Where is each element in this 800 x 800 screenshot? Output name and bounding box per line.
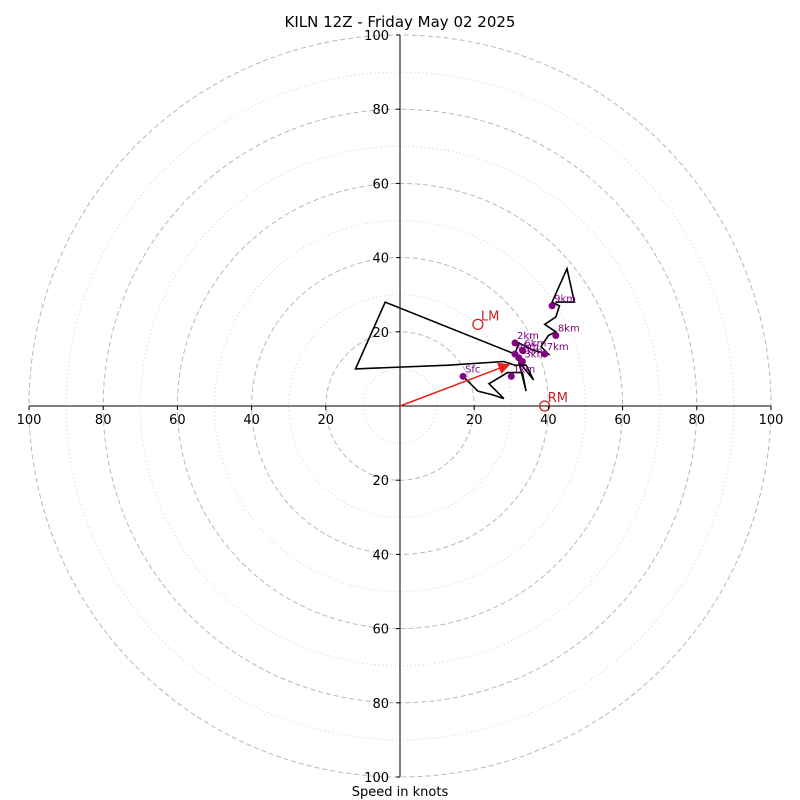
x-tick-label: 20	[318, 413, 335, 428]
x-tick-label: 80	[95, 413, 112, 428]
lm-label: LM	[481, 309, 499, 324]
height-marker	[511, 339, 519, 347]
x-tick-label: 40	[540, 413, 557, 428]
y-tick-label: 60	[372, 623, 389, 638]
height-marker	[507, 372, 515, 380]
x-tick-label: 80	[689, 413, 706, 428]
height-label: 2km	[517, 331, 539, 342]
height-marker	[541, 350, 549, 358]
y-tick-label: 40	[372, 548, 389, 563]
tick-labels: 100 80 60 40 20 20 40 60 80 100 100 80 60 40 20 20 40 60 8…	[17, 29, 784, 786]
height-label: 6km	[524, 338, 546, 349]
x-tick-label: 40	[243, 413, 260, 428]
hodograph-trace-group	[354, 266, 576, 400]
height-label: 4km	[517, 342, 539, 353]
x-tick-label: 20	[466, 413, 483, 428]
storm-motion-group: LM RM	[399, 309, 568, 412]
height-marker	[548, 302, 556, 310]
x-axis-label: Speed in knots	[352, 785, 449, 800]
rm-label: RM	[548, 391, 568, 406]
y-tick-label: 100	[364, 29, 389, 44]
y-tick-label: 60	[372, 177, 389, 192]
lm-marker	[472, 318, 484, 331]
hodograph-trace	[354, 266, 576, 400]
x-tick-label: 60	[614, 413, 631, 428]
x-tick-label: 60	[169, 413, 186, 428]
y-tick-label: 80	[372, 103, 389, 118]
height-label: 5km	[521, 346, 543, 357]
height-marker	[552, 332, 560, 340]
height-label: Sfc	[465, 364, 480, 375]
height-label: 1km	[513, 364, 535, 375]
height-marker	[515, 354, 523, 362]
y-tick-label: 40	[372, 252, 389, 267]
x-tick-label: 100	[17, 413, 42, 428]
rm-marker	[539, 400, 551, 412]
height-label: 7km	[547, 342, 569, 353]
height-marker	[459, 372, 467, 380]
y-tick-label: 20	[372, 326, 389, 341]
height-marker	[518, 346, 526, 354]
chart-title: KILN 12Z - Friday May 02 2025	[285, 13, 516, 31]
height-label: 9km	[554, 294, 576, 305]
y-tick-label: 20	[372, 474, 389, 489]
y-tick-label: 100	[364, 771, 389, 786]
y-tick-label: 80	[372, 697, 389, 712]
height-label: 8km	[558, 324, 580, 335]
storm-motion-vector	[399, 362, 511, 407]
x-tick-label: 100	[759, 413, 784, 428]
height-label: 3km	[524, 349, 546, 360]
